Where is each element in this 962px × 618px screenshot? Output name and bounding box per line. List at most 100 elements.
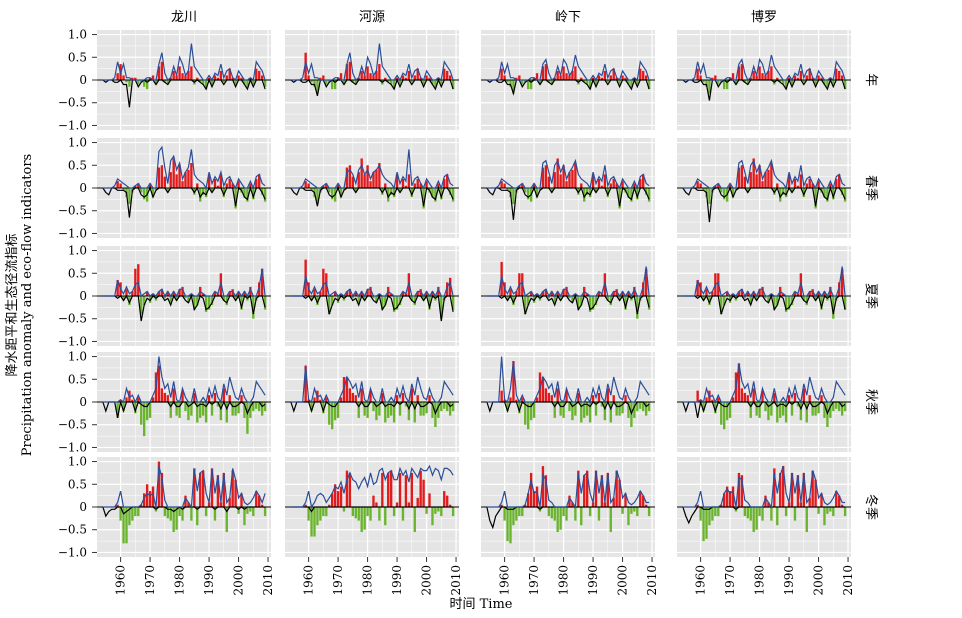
precip-anomaly-bar	[723, 188, 726, 200]
precip-anomaly-bar	[240, 77, 243, 80]
x-tick-label: 1980	[361, 565, 375, 596]
precip-anomaly-bar	[434, 507, 437, 514]
precip-anomaly-bar	[252, 188, 255, 200]
precip-anomaly-bar	[331, 80, 334, 90]
row-strip-label: 冬季	[863, 494, 879, 520]
eco-deficit-line	[682, 185, 846, 223]
precip-anomaly-bar	[204, 402, 208, 423]
precip-anomaly-bar	[784, 296, 788, 312]
precip-anomaly-bar	[556, 388, 559, 402]
precip-anomaly-bar	[647, 296, 651, 310]
y-tick-label: −0.5	[58, 204, 87, 218]
precip-anomaly-bar	[527, 402, 530, 430]
panel	[677, 138, 851, 238]
precip-anomaly-bar	[585, 470, 589, 507]
x-tick-label: 1990	[782, 565, 796, 596]
precip-anomaly-bar	[805, 183, 808, 188]
precip-anomaly-bar	[621, 291, 624, 296]
precip-anomaly-bar	[246, 80, 249, 87]
precip-anomaly-bar	[151, 397, 155, 402]
precip-anomaly-bar	[128, 296, 131, 306]
y-tick-label: 1.0	[68, 28, 87, 42]
precip-anomaly-bar	[544, 475, 548, 507]
precip-anomaly-bar	[163, 507, 167, 517]
precip-anomaly-bar	[527, 80, 530, 90]
precip-anomaly-bar	[216, 185, 220, 188]
y-tick-label: −0.5	[58, 96, 87, 110]
y-tick-label: 0.5	[68, 158, 87, 172]
precip-anomaly-bar	[134, 77, 137, 80]
precip-anomaly-bar	[755, 174, 758, 188]
precip-anomaly-bar	[255, 402, 258, 409]
precip-anomaly-bar	[529, 80, 533, 90]
eco-deficit-line	[682, 78, 846, 101]
precip-anomaly-bar	[175, 75, 178, 80]
precip-anomaly-bar	[310, 507, 313, 537]
precip-anomaly-bar	[500, 390, 503, 402]
precip-anomaly-bar	[647, 507, 651, 517]
precip-anomaly-bar	[128, 188, 131, 204]
x-tick-label: 1990	[202, 565, 216, 596]
precip-anomaly-bar	[636, 296, 639, 319]
precip-anomaly-bar	[428, 395, 431, 402]
y-axis-title-line-1: 降水距平和生态径流指标	[5, 233, 20, 376]
y-tick-label: 0	[79, 500, 87, 514]
precip-anomaly-bar	[568, 296, 571, 299]
precip-anomaly-bar	[627, 188, 630, 198]
precip-anomaly-bar	[260, 75, 264, 80]
precip-anomaly-bar	[618, 188, 621, 209]
precip-anomaly-bar	[378, 402, 381, 416]
precip-anomaly-bar	[527, 188, 530, 200]
precip-anomaly-bar	[249, 286, 252, 296]
precip-anomaly-bar	[219, 502, 223, 507]
panel	[481, 457, 655, 557]
column-strip-label: 龙川	[171, 10, 197, 25]
eco-surplus-line	[290, 43, 454, 82]
precip-anomaly-bar	[731, 397, 735, 402]
eco-surplus-line	[290, 149, 454, 190]
precip-anomaly-bar	[535, 397, 539, 402]
precip-anomaly-bar	[366, 165, 369, 188]
precip-anomaly-bar	[398, 188, 402, 193]
precip-anomaly-bar	[157, 461, 161, 507]
precip-anomaly-bar	[708, 188, 711, 204]
precip-anomaly-bar	[529, 291, 533, 296]
precip-anomaly-bar	[752, 291, 755, 296]
precip-anomaly-bar	[532, 77, 536, 80]
precip-anomaly-bar	[443, 178, 446, 188]
precip-anomaly-bar	[339, 73, 343, 80]
precip-anomaly-bar	[125, 80, 128, 83]
precip-anomaly-bar	[796, 185, 800, 188]
precip-anomaly-bar	[425, 291, 428, 296]
precip-anomaly-bar	[588, 402, 592, 423]
precip-anomaly-bar	[594, 402, 598, 416]
precip-anomaly-bar	[204, 507, 208, 517]
precip-anomaly-bar	[354, 507, 357, 519]
precip-anomaly-bar	[770, 163, 773, 188]
precip-anomaly-bar	[263, 507, 267, 517]
precip-anomaly-bar	[793, 392, 797, 402]
eco-surplus-line	[486, 470, 650, 509]
precip-anomaly-bar	[234, 80, 237, 85]
precip-anomaly-bar	[389, 402, 393, 416]
precip-anomaly-bar	[416, 178, 419, 188]
precip-anomaly-bar	[181, 390, 184, 402]
precip-anomaly-bar	[606, 472, 609, 507]
precip-anomaly-bar	[398, 472, 402, 507]
precip-anomaly-bar	[723, 296, 726, 306]
precip-anomaly-bar	[387, 188, 390, 202]
precip-anomaly-bar	[231, 183, 234, 188]
precip-anomaly-bar	[781, 188, 785, 195]
precip-anomaly-bar	[166, 188, 169, 193]
precip-anomaly-bar	[392, 188, 396, 198]
x-tick-label: 1990	[390, 565, 404, 596]
precip-anomaly-bar	[187, 402, 190, 421]
precip-anomaly-bar	[137, 507, 140, 517]
panel	[97, 30, 271, 130]
precip-anomaly-bar	[216, 402, 220, 407]
precip-anomaly-bar	[448, 75, 452, 80]
eco-surplus-line	[486, 54, 650, 82]
precip-anomaly-bar	[556, 70, 559, 80]
precip-anomaly-bar	[802, 188, 805, 198]
precip-anomaly-bar	[145, 291, 149, 296]
